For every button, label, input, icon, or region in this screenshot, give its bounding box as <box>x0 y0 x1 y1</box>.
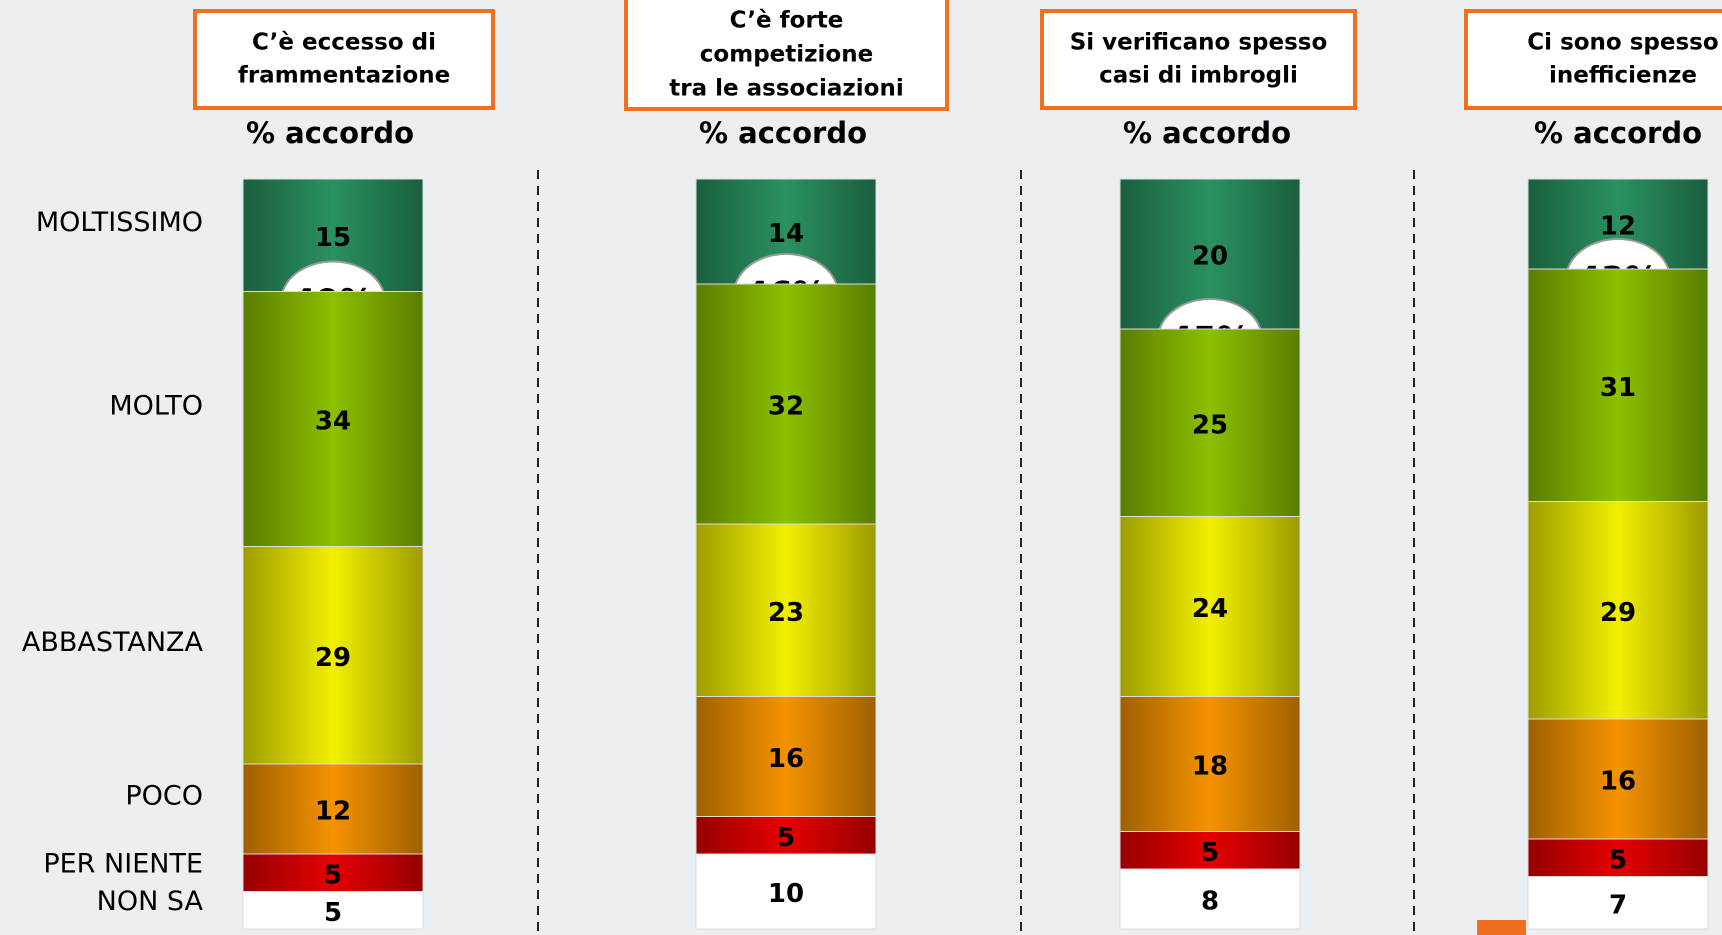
value-label: 34 <box>315 407 351 437</box>
bar-segment <box>1527 838 1709 877</box>
value-label: 5 <box>324 860 342 890</box>
bar-segment <box>1527 876 1709 930</box>
row-label: MOLTISSIMO <box>36 207 203 238</box>
subtitle: % accordo <box>1534 116 1702 150</box>
value-label: 14 <box>768 219 804 249</box>
value-label: 31 <box>1600 373 1636 403</box>
column-title: frammentazione <box>238 63 450 89</box>
value-label: 24 <box>1192 594 1228 624</box>
bar-segment <box>242 763 424 855</box>
value-label: 5 <box>777 823 795 853</box>
value-label: 16 <box>1600 767 1636 797</box>
bar-segment <box>1119 516 1301 697</box>
bar-segment <box>1119 868 1301 930</box>
title-box <box>1464 9 1722 110</box>
bar-segment <box>1119 831 1301 870</box>
value-label: 16 <box>768 744 804 774</box>
bar-segment <box>242 291 424 547</box>
bar-segment <box>695 816 877 855</box>
decor <box>1477 920 1526 935</box>
value-label: 5 <box>324 898 342 928</box>
row-label: PER NIENTE <box>43 848 203 879</box>
value-label: 15 <box>315 223 351 253</box>
subtitle: % accordo <box>246 116 414 150</box>
column-title: C’è eccesso di <box>252 30 436 56</box>
row-label: NON SA <box>97 886 204 917</box>
row-label: ABBASTANZA <box>22 627 204 658</box>
title-box <box>624 0 949 111</box>
bar-segment <box>242 853 424 892</box>
bar-segment <box>242 546 424 765</box>
value-label: 8 <box>1201 887 1219 917</box>
bar-segment <box>1527 268 1709 502</box>
value-label: 7 <box>1609 890 1627 920</box>
value-label: 12 <box>1600 212 1636 242</box>
bar-segment <box>242 891 424 930</box>
value-label: 18 <box>1192 752 1228 782</box>
value-label: 20 <box>1192 242 1228 272</box>
column-title: Si verificano spesso <box>1070 30 1328 56</box>
column-title: Ci sono spesso <box>1527 30 1718 56</box>
bar-segment <box>1119 328 1301 517</box>
bar-segment <box>1527 501 1709 720</box>
bar-segment <box>695 853 877 930</box>
column-title: inefficienze <box>1549 63 1697 89</box>
column-title: casi di imbrogli <box>1099 63 1298 89</box>
bar-segment <box>1119 696 1301 832</box>
subtitle: % accordo <box>1123 116 1291 150</box>
column-title: competizione <box>700 42 873 68</box>
value-label: 29 <box>1600 598 1636 628</box>
bar-segment <box>695 523 877 697</box>
value-label: 5 <box>1201 838 1219 868</box>
value-label: 12 <box>315 797 351 827</box>
value-label: 5 <box>1609 845 1627 875</box>
value-label: 23 <box>768 598 804 628</box>
column-title: tra le associazioni <box>669 76 903 102</box>
subtitle: % accordo <box>699 116 867 150</box>
value-label: 29 <box>315 643 351 673</box>
column-title: C’è forte <box>730 8 844 34</box>
title-box <box>1040 9 1357 110</box>
value-label: 10 <box>768 879 804 909</box>
row-label: POCO <box>125 781 203 812</box>
bar-segment <box>695 696 877 817</box>
bar-segment <box>1527 178 1709 270</box>
value-label: 32 <box>768 392 804 422</box>
value-label: 25 <box>1192 410 1228 440</box>
title-box <box>193 9 495 110</box>
row-label: MOLTO <box>109 391 203 422</box>
